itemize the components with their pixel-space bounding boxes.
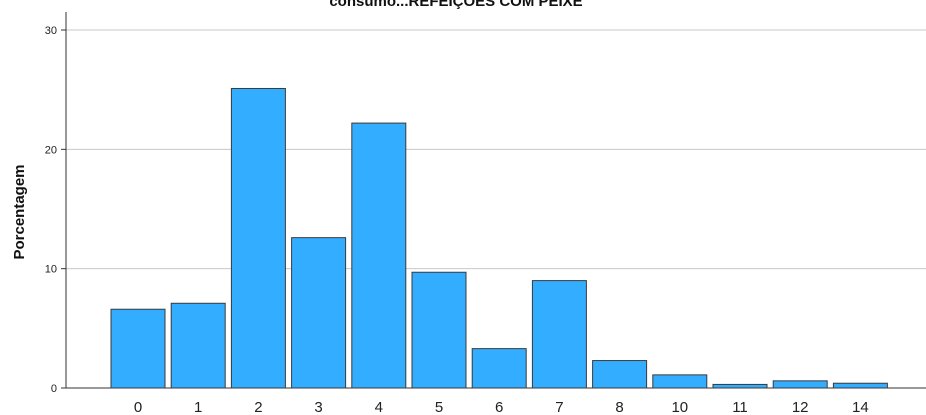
bars [110,87,888,389]
x-tick-label-8: 8 [615,399,623,415]
x-tick-label-1: 1 [194,399,202,415]
gridlines [66,29,926,270]
bar-8 [592,360,648,389]
bar-0 [110,308,166,389]
y-tick-label-20: 20 [45,144,57,156]
bar-1 [170,302,226,389]
x-tick-label-6: 6 [495,399,503,415]
x-tick-label-12: 12 [792,399,809,415]
bar-12 [772,380,828,389]
bar-11 [712,383,768,389]
y-tick-label-30: 30 [45,25,57,37]
y-tick-label-10: 10 [45,264,57,276]
bar-7 [531,280,587,389]
bar-10 [652,374,708,389]
bar-3 [291,237,347,389]
x-tick-label-10: 10 [671,399,688,415]
y-axis-ticks: 0 10 20 30 [45,25,66,395]
x-tick-label-11: 11 [732,399,748,415]
bar-6 [471,348,527,389]
x-tick-label-3: 3 [314,399,322,415]
x-tick-label-0: 0 [134,399,142,415]
x-tick-label-7: 7 [555,399,563,415]
chart-title: consumo...REFEIÇÕES COM PEIXE [329,0,582,10]
x-axis-category-labels: 0 1 2 3 4 5 6 7 8 10 11 12 14 [134,399,869,415]
bar-4 [351,122,407,389]
y-tick-label-0: 0 [51,383,57,395]
x-tick-label-5: 5 [435,399,443,415]
x-tick-label-14: 14 [852,399,869,415]
x-tick-label-2: 2 [254,399,262,415]
bar-5 [411,271,467,389]
y-axis-title: Porcentagem [11,164,28,259]
bar-14 [832,382,888,389]
bar-2 [230,87,286,389]
x-tick-label-4: 4 [375,399,383,415]
